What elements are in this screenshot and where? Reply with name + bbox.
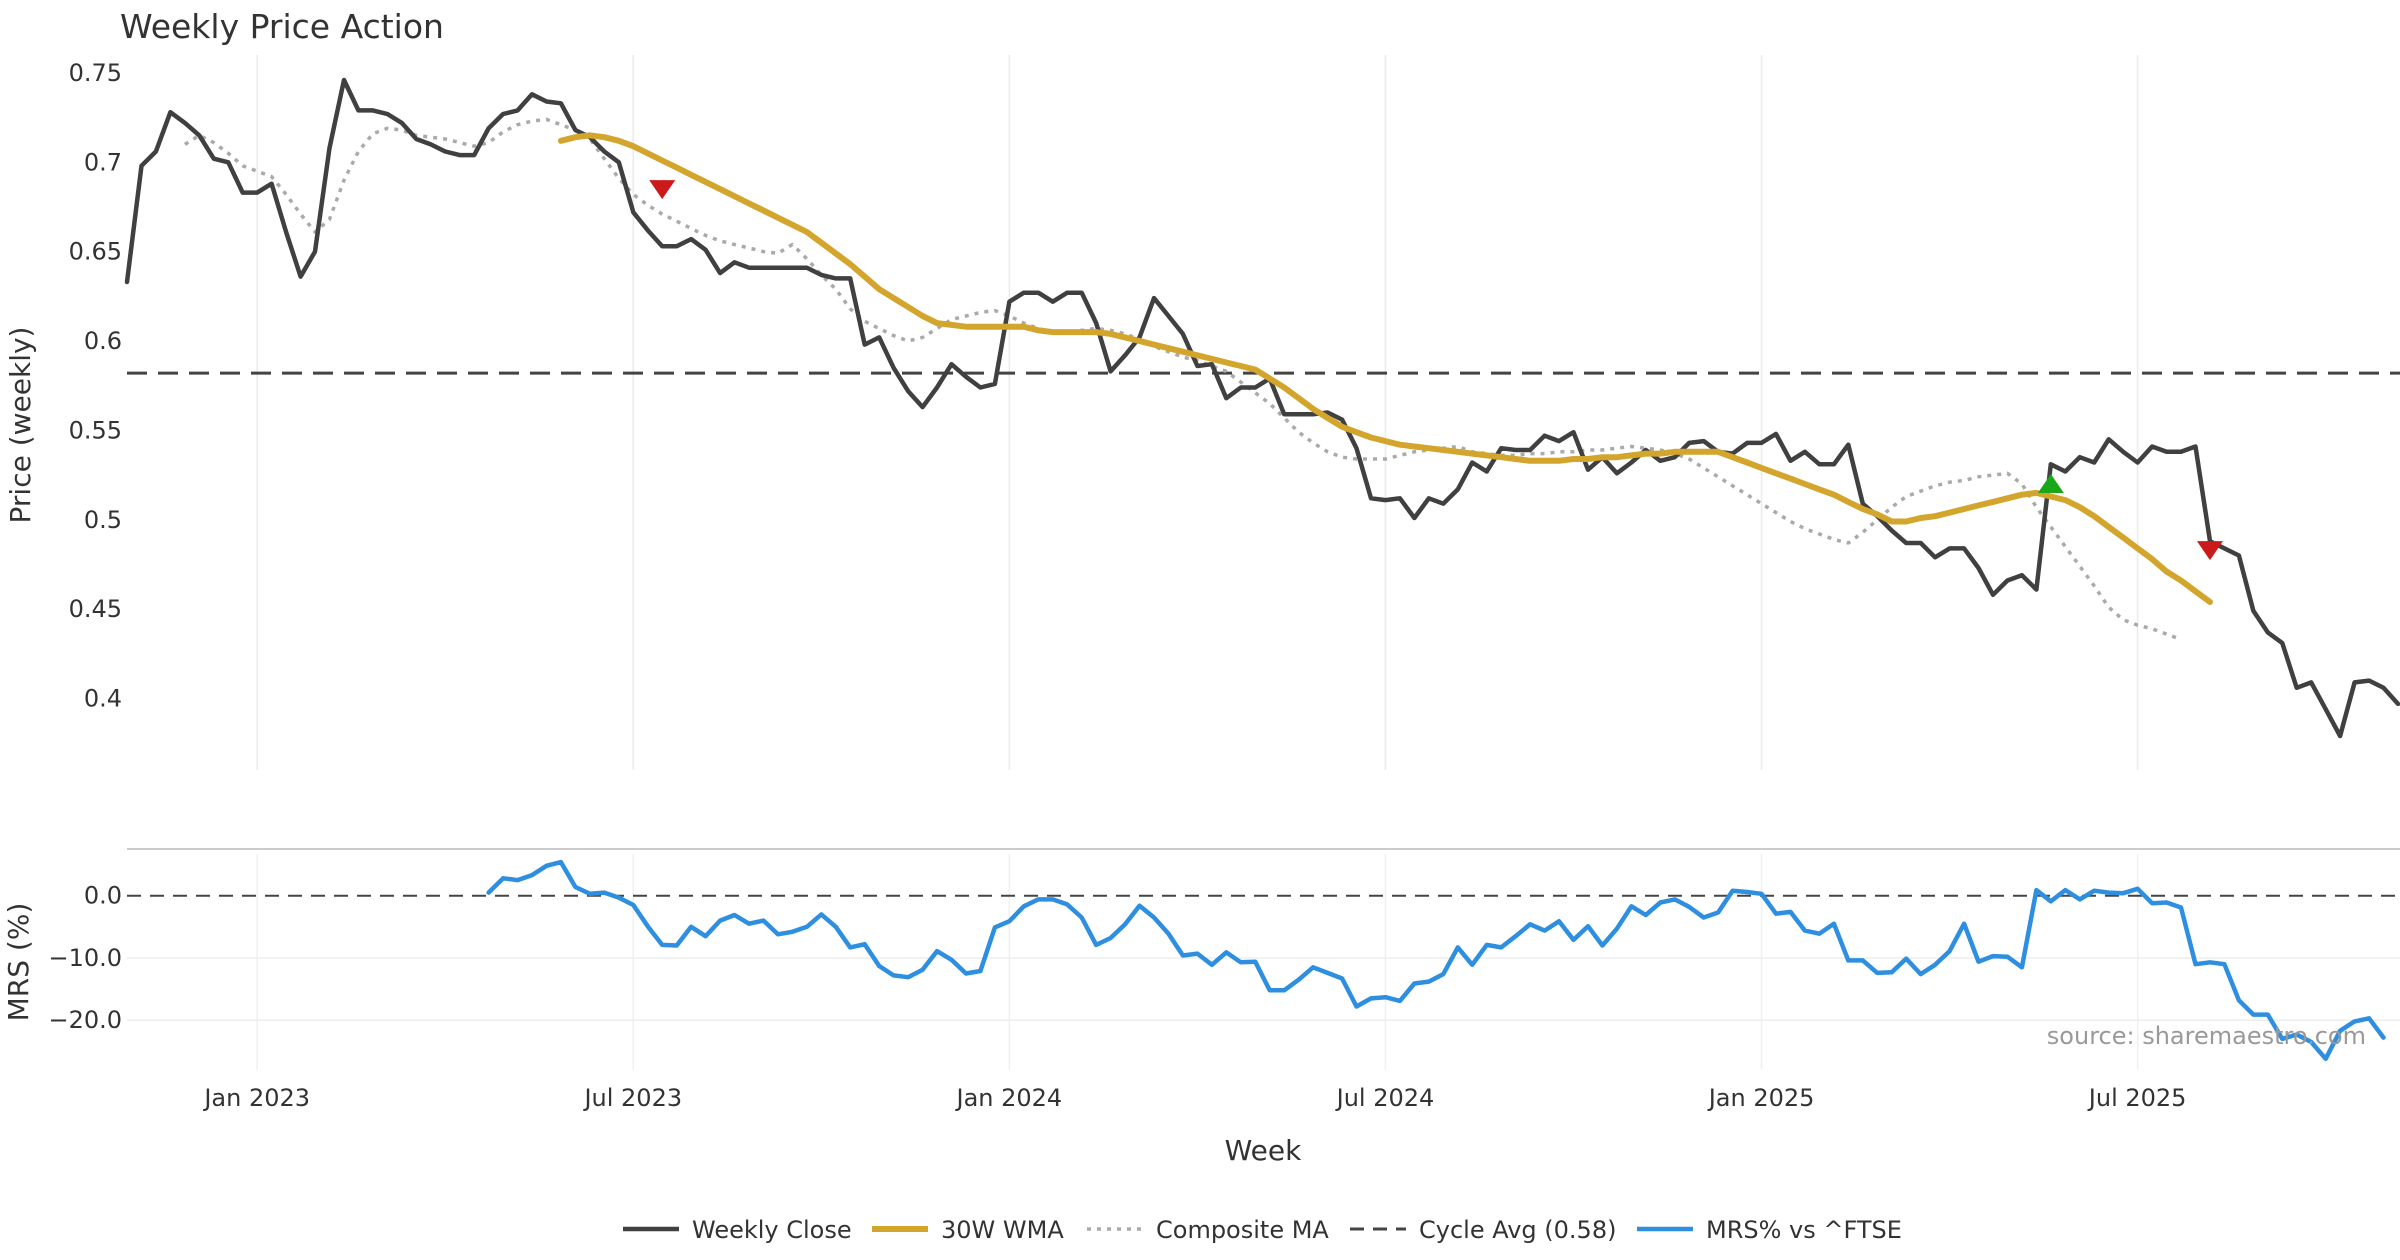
mrs-y-tick-label: −20.0	[48, 1006, 122, 1034]
price-series	[124, 77, 2400, 739]
mrs-panel: 0.0 −10.0 −20.0 MRS (%) source: sharemaest…	[2, 848, 2400, 1070]
mrs-y-tick-label: −10.0	[48, 944, 122, 972]
x-axis-label: Week	[1225, 1134, 1302, 1167]
x-tick-label: Jan 2024	[955, 1084, 1063, 1112]
wma-30w-line	[557, 132, 2213, 605]
x-tick-label: Jul 2023	[582, 1084, 682, 1112]
x-tick-label: Jan 2023	[202, 1084, 310, 1112]
price-y-tick-label: 0.4	[84, 685, 122, 713]
price-panel: 0.75 0.7 0.65 0.6 0.55 0.5 0.45 0.4 Price (week…	[4, 55, 2400, 770]
signal-markers	[649, 180, 2223, 561]
sell-signal-marker	[649, 180, 676, 200]
composite-ma-line	[183, 117, 2182, 642]
x-tick-label: Jul 2025	[2087, 1084, 2187, 1112]
price-y-axis-label: Price (weekly)	[4, 327, 37, 524]
legend-label-4: Cycle Avg (0.58)	[1419, 1216, 1616, 1244]
price-y-ticks: 0.75 0.7 0.65 0.6 0.55 0.5 0.45 0.4	[69, 59, 122, 713]
weekly-close-line	[124, 77, 2400, 739]
mrs-series	[486, 859, 2386, 1062]
mrs-y-axis-label: MRS (%)	[2, 903, 35, 1022]
mrs-y-ticks: 0.0 −10.0 −20.0	[48, 882, 122, 1035]
legend: Weekly Close 30W WMA Composite MA Cycle Avg…	[623, 1216, 1902, 1244]
x-tick-label: Jan 2025	[1707, 1084, 1815, 1112]
legend-label-1: Weekly Close	[692, 1216, 852, 1244]
x-axis-ticks: Jan 2023 Jul 2023 Jan 2024 Jul 2024 Jan 2025…	[202, 1084, 2186, 1112]
mrs-gridlines	[127, 854, 2400, 1070]
legend-label-3: Composite MA	[1156, 1216, 1329, 1244]
mrs-line	[486, 859, 2386, 1062]
price-y-tick-label: 0.7	[84, 148, 122, 176]
buy-signal-marker	[2037, 474, 2064, 493]
source-label: source: sharemaestro.com	[2047, 1022, 2366, 1050]
legend-label-5: MRS% vs ^FTSE	[1706, 1216, 1902, 1244]
price-y-tick-label: 0.45	[69, 595, 122, 623]
price-y-tick-label: 0.75	[69, 59, 122, 87]
price-y-tick-label: 0.6	[84, 327, 122, 355]
price-y-tick-label: 0.55	[69, 416, 122, 444]
chart-title: Weekly Price Action	[120, 7, 444, 46]
price-y-tick-label: 0.5	[84, 506, 122, 534]
sell-signal-marker	[2196, 541, 2223, 561]
x-tick-label: Jul 2024	[1335, 1084, 1435, 1112]
price-gridlines	[256, 55, 2139, 770]
legend-label-2: 30W WMA	[941, 1216, 1064, 1244]
mrs-y-tick-label: 0.0	[84, 882, 122, 910]
price-y-tick-label: 0.65	[69, 238, 122, 266]
